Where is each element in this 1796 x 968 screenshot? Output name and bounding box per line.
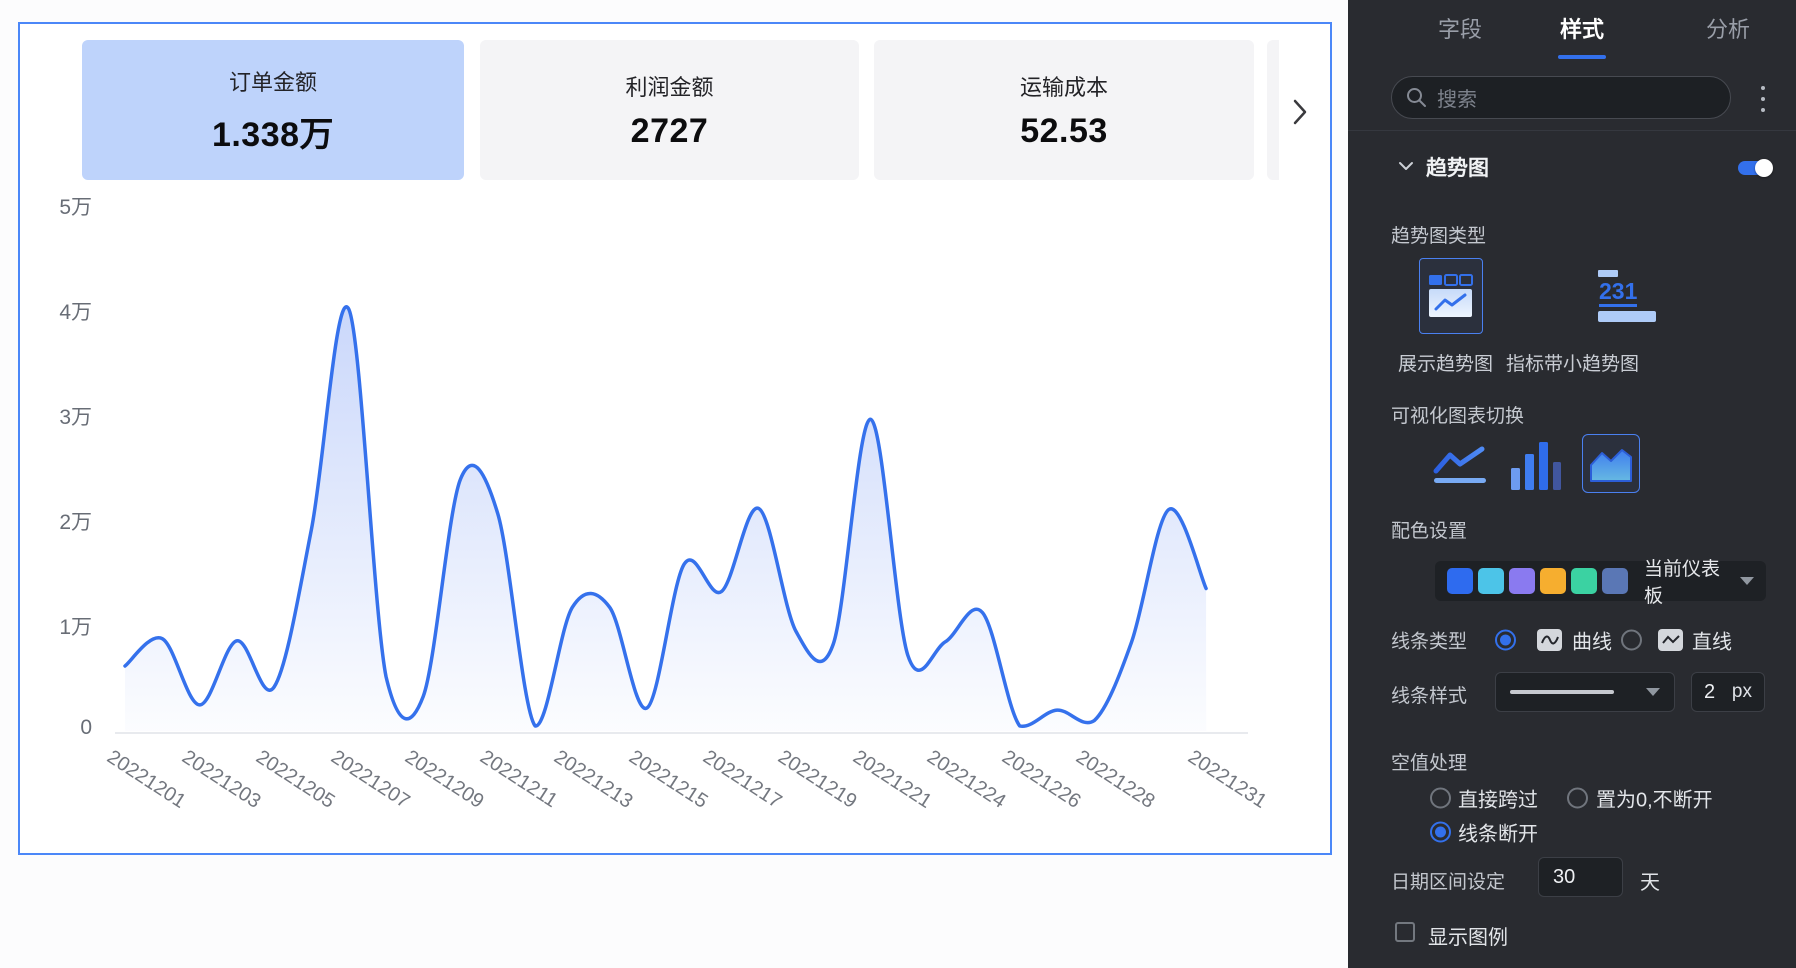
sparkline-tick <box>1598 270 1618 277</box>
metric-card-profit-amount[interactable]: 利润金额 2727 <box>480 40 859 180</box>
straight-line-icon <box>1658 629 1683 651</box>
trend-type-option-indicator-sparkline[interactable]: 231 <box>1598 270 1656 322</box>
y-tick-label: 0 <box>80 716 92 739</box>
break-line-label[interactable]: 线条断开 <box>1458 823 1538 846</box>
date-range-unit: 天 <box>1640 872 1660 894</box>
line-style-dropdown[interactable] <box>1495 672 1675 712</box>
trend-area-chart[interactable] <box>20 24 1334 857</box>
color-swatch <box>1602 568 1628 594</box>
color-swatch <box>1447 568 1473 594</box>
null-handling-label: 空值处理 <box>1391 753 1468 774</box>
chevron-down-icon <box>1399 162 1413 170</box>
trend-type-caption-2: 指标带小趋势图 <box>1506 354 1640 375</box>
metric-label: 利润金额 <box>625 74 714 100</box>
metric-value: 1.338万 <box>211 115 335 154</box>
chart-switch-label: 可视化图表切换 <box>1391 406 1525 427</box>
area-chart-icon <box>1590 448 1632 482</box>
show-legend-checkbox[interactable] <box>1395 922 1415 942</box>
chart-switch-bar[interactable] <box>1509 440 1561 495</box>
radio-break-line[interactable] <box>1430 821 1451 843</box>
curve-line-icon <box>1537 629 1562 651</box>
y-tick-label: 1万 <box>59 616 92 639</box>
caret-down-icon <box>1740 577 1754 585</box>
date-range-label: 日期区间设定 <box>1391 872 1506 893</box>
metric-cards-next-button[interactable] <box>1282 94 1318 130</box>
radio-straight[interactable] <box>1621 629 1642 651</box>
trend-chart-toggle[interactable] <box>1738 159 1773 177</box>
skip-directly-label[interactable]: 直接跨过 <box>1458 789 1538 812</box>
line-type-row: 线条类型 曲线 直线 <box>1348 627 1796 654</box>
color-swatch <box>1509 568 1535 594</box>
y-tick-label: 2万 <box>59 511 92 534</box>
search-input[interactable]: 搜索 <box>1391 76 1731 119</box>
metric-card-partial <box>1267 40 1279 180</box>
metric-value: 52.53 <box>1020 111 1108 150</box>
date-range-input[interactable]: 30 <box>1538 857 1623 897</box>
style-settings-panel: 字段 样式 分析 搜索 趋势图 趋势图类型 <box>1348 0 1796 968</box>
palette-name: 当前仪表板 <box>1644 559 1721 607</box>
bar-chart-icon <box>1511 442 1561 490</box>
line-width-input[interactable]: 2 px <box>1691 672 1765 712</box>
chart-switch-area[interactable] <box>1582 434 1640 493</box>
y-tick-label: 3万 <box>59 406 92 429</box>
set-zero-label[interactable]: 置为0,不断开 <box>1596 789 1713 812</box>
line-type-label: 线条类型 <box>1391 631 1468 653</box>
metric-label: 订单金额 <box>228 69 317 95</box>
caret-down-icon <box>1646 688 1660 696</box>
color-swatch <box>1571 568 1597 594</box>
null-handling-row-1: 直接跨过 置为0,不断开 <box>1348 786 1796 812</box>
section-title-trend-chart: 趋势图 <box>1426 157 1489 180</box>
color-swatch <box>1540 568 1566 594</box>
trend-type-option-display-trend[interactable] <box>1419 258 1483 334</box>
trend-type-caption-1: 展示趋势图 <box>1398 354 1494 375</box>
area-fill <box>125 306 1207 731</box>
line-style-label: 线条样式 <box>1391 686 1468 707</box>
trend-line <box>123 305 1208 728</box>
null-handling-row-2: 线条断开 <box>1348 820 1796 846</box>
chevron-right-icon <box>1293 99 1307 125</box>
y-tick-label: 5万 <box>59 196 92 219</box>
metric-value: 2727 <box>630 111 709 150</box>
radio-skip-directly[interactable] <box>1430 787 1451 809</box>
metric-card-shipping-cost[interactable]: 运输成本 52.53 <box>874 40 1254 180</box>
curve-option-label[interactable]: 曲线 <box>1572 631 1612 654</box>
color-swatch <box>1478 568 1504 594</box>
search-placeholder: 搜索 <box>1437 89 1477 111</box>
line-width-value: 2 <box>1704 680 1716 703</box>
divider <box>1348 130 1796 131</box>
trend-chart-widget[interactable]: 订单金额 1.338万 利润金额 2727 运输成本 52.53 <box>18 22 1332 855</box>
metric-card-order-amount[interactable]: 订单金额 1.338万 <box>82 40 464 180</box>
palette-swatches <box>1447 568 1628 594</box>
line-width-unit: px <box>1731 681 1752 702</box>
tab-fields[interactable]: 字段 <box>1438 17 1483 42</box>
tab-style[interactable]: 样式 <box>1560 17 1605 42</box>
trend-type-label: 趋势图类型 <box>1391 226 1487 247</box>
section-collapse-control[interactable] <box>1398 158 1414 176</box>
show-legend-label[interactable]: 显示图例 <box>1428 927 1508 949</box>
more-options-icon[interactable] <box>1752 86 1774 112</box>
date-range-value: 30 <box>1553 865 1576 888</box>
chart-switch-line[interactable] <box>1432 445 1488 490</box>
radio-curve[interactable] <box>1495 629 1516 651</box>
radio-set-zero[interactable] <box>1567 787 1588 809</box>
metric-label: 运输成本 <box>1019 74 1108 100</box>
display-trend-chart-icon <box>1429 274 1473 317</box>
y-tick-label: 4万 <box>59 301 92 324</box>
straight-option-label[interactable]: 直线 <box>1692 631 1732 654</box>
sparkline-bar <box>1598 311 1656 322</box>
search-icon <box>1407 88 1426 107</box>
active-tab-underline <box>1558 55 1606 59</box>
toggle-knob <box>1755 159 1773 177</box>
color-setting-label: 配色设置 <box>1391 521 1468 542</box>
solid-line-preview <box>1510 690 1614 694</box>
sparkline-231-icon: 231 <box>1599 278 1638 308</box>
palette-dropdown[interactable]: 当前仪表板 <box>1435 559 1766 607</box>
line-chart-icon <box>1433 446 1486 483</box>
tab-analysis[interactable]: 分析 <box>1706 17 1751 42</box>
